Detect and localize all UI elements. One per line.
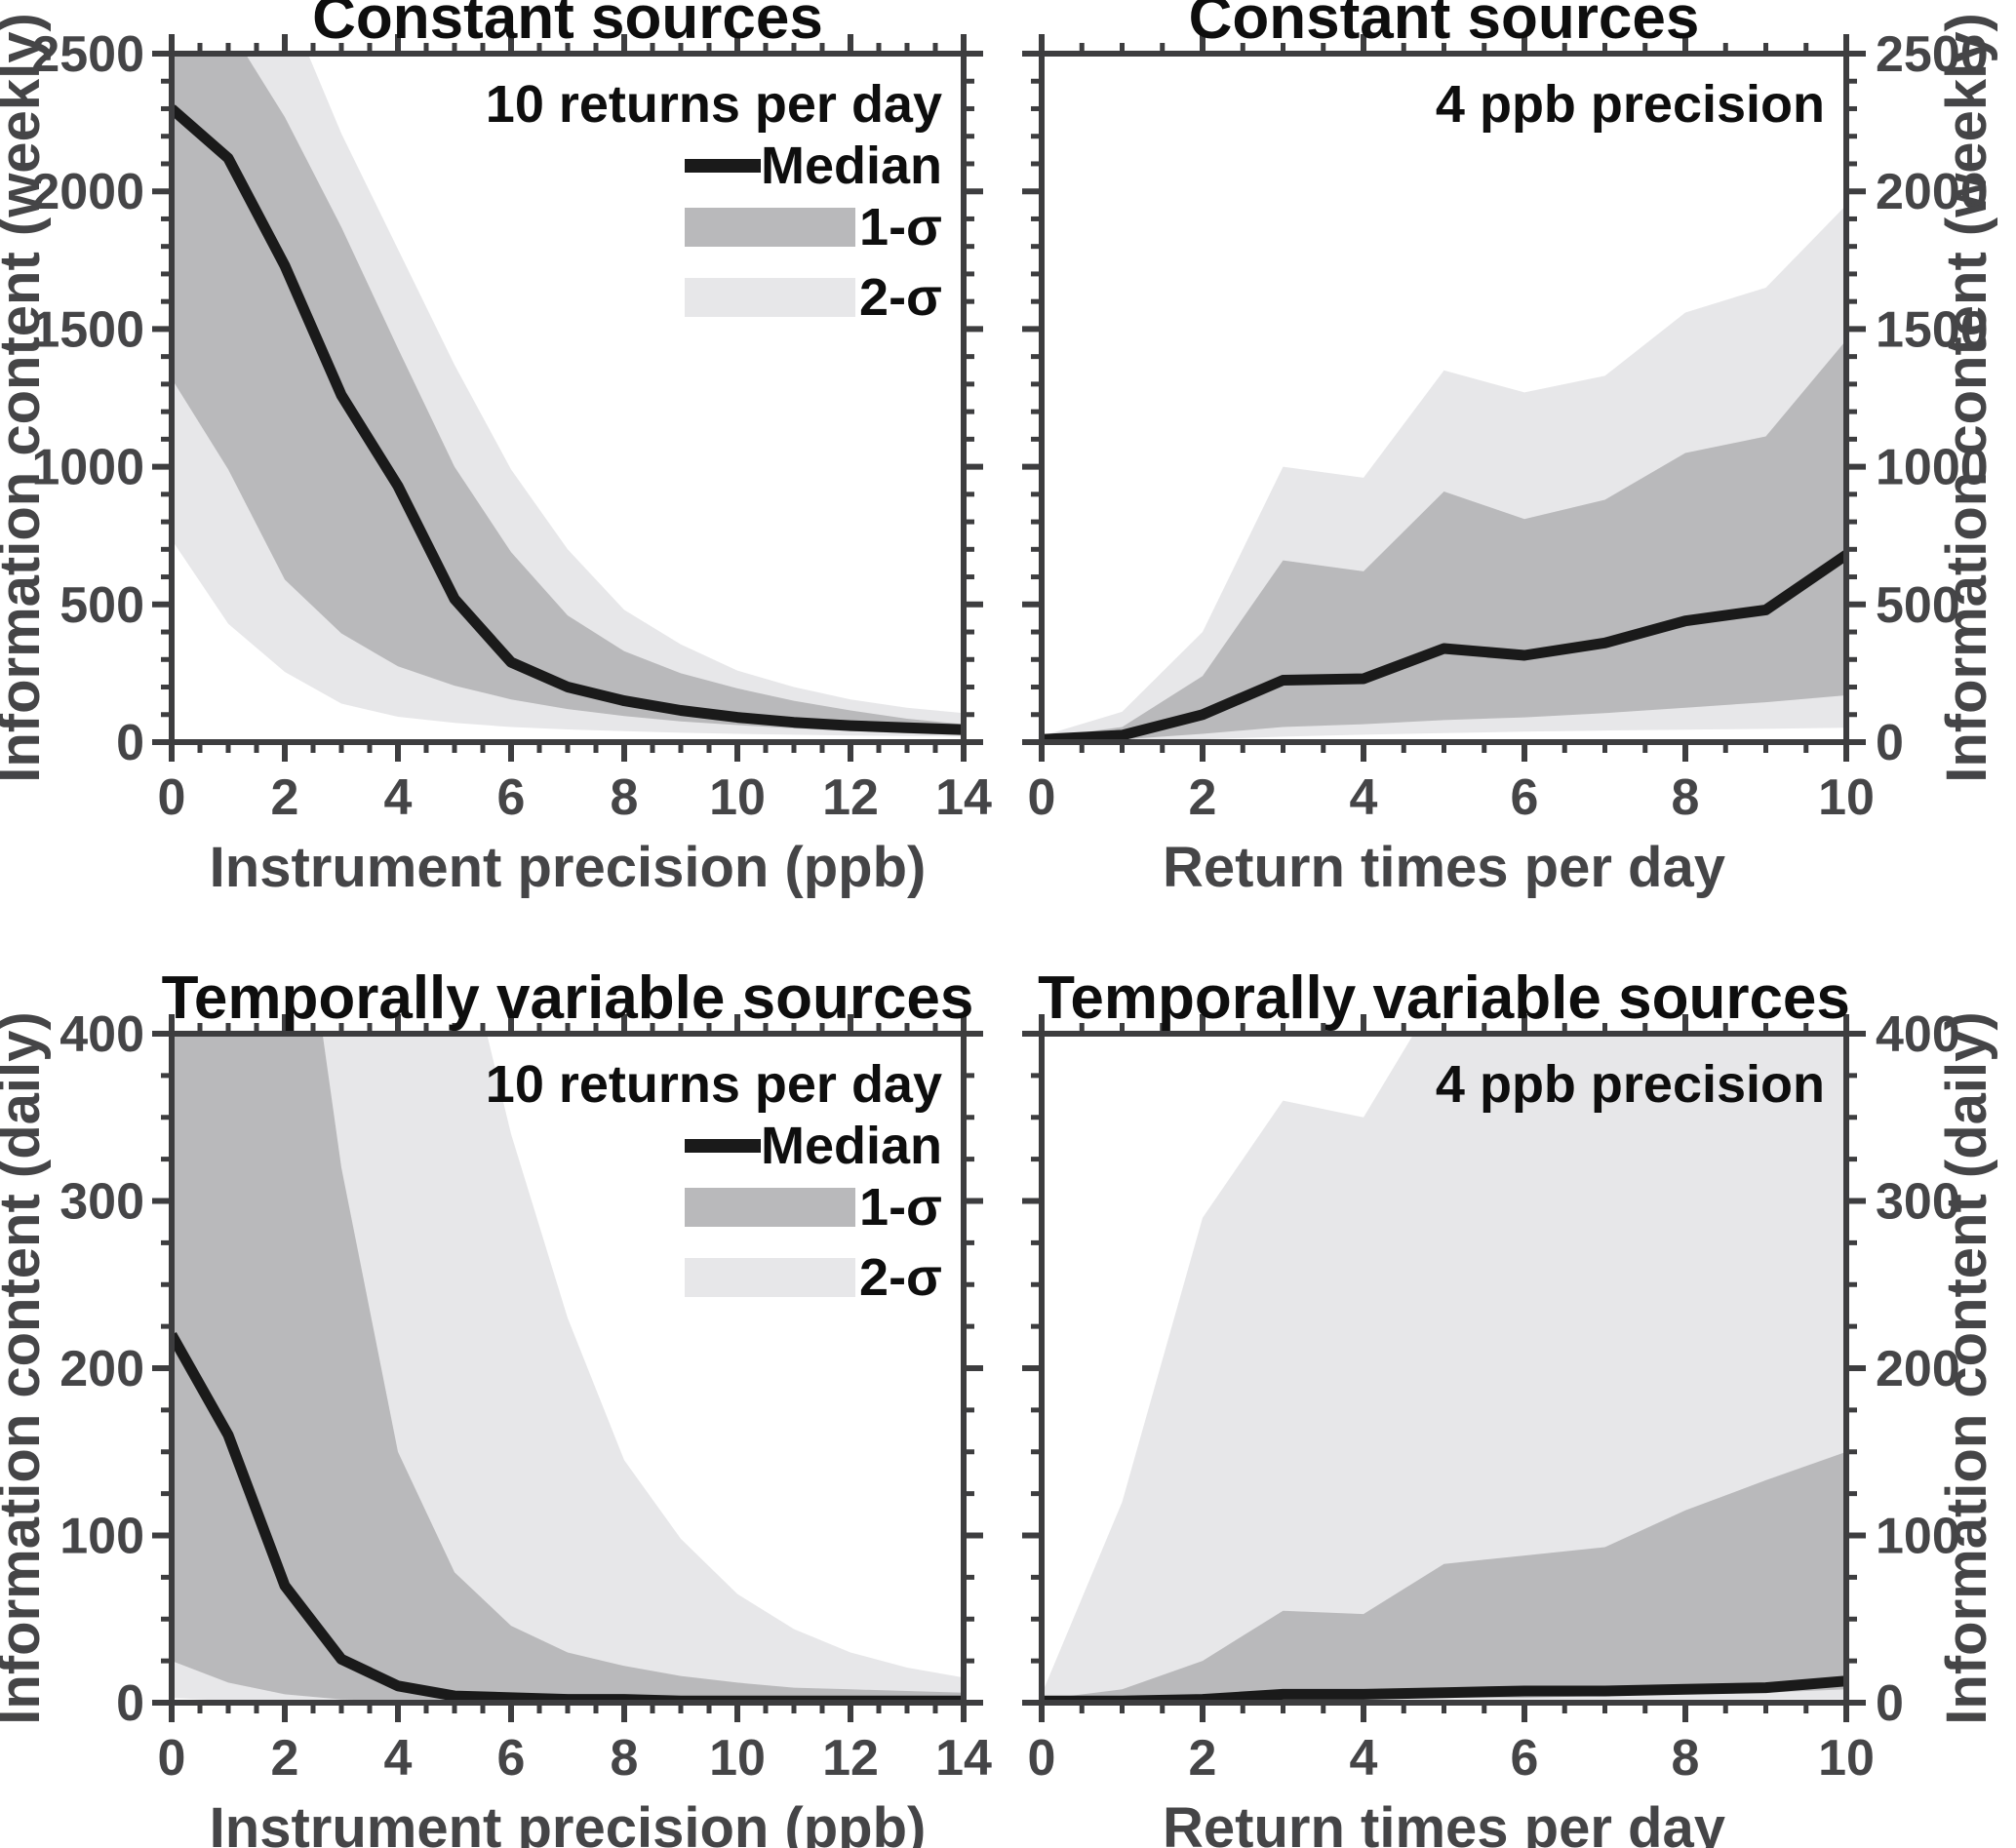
x-tick-label: 0 bbox=[1028, 1730, 1056, 1787]
y-tick-label: 400 bbox=[1876, 1006, 1960, 1063]
y-tick-label: 0 bbox=[116, 715, 144, 771]
y-tick-label: 100 bbox=[59, 1509, 144, 1565]
panel-top-left: 0 2 4 6 8 10 12 14 0 500 1000 1500 2000 2500 Constant … bbox=[0, 0, 992, 899]
x-tick-label: 6 bbox=[1511, 1730, 1539, 1787]
panel-title: Constant sources bbox=[312, 0, 823, 52]
legend-1-sigma-swatch bbox=[685, 208, 855, 247]
annotation-text: 4 ppb precision bbox=[1436, 1055, 1825, 1114]
y-tick-label: 1000 bbox=[31, 440, 144, 496]
legend-2-sigma-swatch bbox=[685, 278, 855, 317]
x-tick-label: 4 bbox=[384, 1730, 413, 1787]
x-tick-label: 8 bbox=[1672, 1730, 1700, 1787]
x-axis-label: Return times per day bbox=[1163, 1796, 1725, 1848]
legend-1-sigma-label: 1-σ bbox=[859, 198, 942, 256]
x-tick-label: 4 bbox=[1350, 1730, 1378, 1787]
y-tick-label: 500 bbox=[1876, 577, 1960, 634]
x-tick-label: 12 bbox=[822, 1730, 879, 1787]
x-axis-label: Instrument precision (ppb) bbox=[210, 836, 927, 899]
band-1-sigma bbox=[1042, 339, 1846, 742]
legend-2-sigma-label: 2-σ bbox=[859, 268, 942, 327]
annotation-text: 10 returns per day bbox=[486, 1055, 942, 1114]
x-tick-label: 10 bbox=[709, 1730, 766, 1787]
y-tick-label: 0 bbox=[1876, 1675, 1904, 1732]
median-line bbox=[172, 104, 964, 735]
y-tick-label: 0 bbox=[116, 1675, 144, 1732]
legend-1-sigma-label: 1-σ bbox=[859, 1178, 942, 1237]
x-tick-label: 6 bbox=[497, 1730, 526, 1787]
x-tick-label: 2 bbox=[1189, 1730, 1217, 1787]
y-tick-label: 500 bbox=[59, 577, 144, 634]
y-tick-label: 400 bbox=[59, 1006, 144, 1063]
legend-median-label: Median bbox=[761, 137, 942, 195]
x-tick-label: 0 bbox=[158, 769, 186, 826]
panel-title: Constant sources bbox=[1189, 0, 1700, 52]
legend-median-swatch bbox=[685, 159, 761, 173]
x-tick-label: 4 bbox=[384, 769, 413, 826]
axes-frame bbox=[1039, 51, 1849, 745]
x-axis-label: Return times per day bbox=[1163, 836, 1725, 899]
axes-frame bbox=[169, 51, 967, 745]
y-tick-label: 2000 bbox=[31, 164, 144, 220]
plot-area bbox=[1042, 205, 1846, 742]
x-tick-label: 0 bbox=[158, 1730, 186, 1787]
legend-median-label: Median bbox=[761, 1117, 942, 1175]
x-tick-label: 14 bbox=[935, 769, 992, 826]
x-tick-label: 8 bbox=[1672, 769, 1700, 826]
x-tick-label: 12 bbox=[822, 769, 879, 826]
y-axis-label: Information content (daily) bbox=[1935, 1011, 1998, 1724]
y-axis-label: Information content (weekly) bbox=[0, 13, 52, 783]
y-tick-label: 1500 bbox=[31, 301, 144, 358]
band-1-sigma bbox=[172, 54, 964, 735]
x-tick-label: 6 bbox=[1511, 769, 1539, 826]
y-tick-label: 300 bbox=[59, 1174, 144, 1231]
annotation-text: 4 ppb precision bbox=[1436, 75, 1825, 134]
y-tick-label: 0 bbox=[1876, 715, 1904, 771]
panel-title: Temporally variable sources bbox=[162, 964, 974, 1032]
x-tick-label: 8 bbox=[611, 1730, 639, 1787]
plot-area bbox=[1042, 1034, 1846, 1703]
y-tick-label: 1500 bbox=[1876, 301, 1989, 358]
y-tick-label: 300 bbox=[1876, 1174, 1960, 1231]
panel-bottom-left: 0 2 4 6 8 10 12 14 0 100 200 300 400 Temporally varia… bbox=[0, 964, 992, 1848]
x-tick-label: 10 bbox=[1818, 769, 1875, 826]
axes-frame bbox=[169, 1031, 967, 1706]
y-tick-label: 2500 bbox=[1876, 26, 1989, 83]
legend-median-swatch bbox=[685, 1139, 761, 1153]
x-tick-label: 2 bbox=[1189, 769, 1217, 826]
x-tick-label: 8 bbox=[611, 769, 639, 826]
x-tick-label: 6 bbox=[497, 769, 526, 826]
x-tick-label: 2 bbox=[271, 1730, 299, 1787]
x-tick-label: 2 bbox=[271, 769, 299, 826]
y-tick-label: 1000 bbox=[1876, 440, 1989, 496]
y-tick-label: 2500 bbox=[31, 26, 144, 83]
legend-2-sigma-swatch bbox=[685, 1258, 855, 1297]
median-line bbox=[1042, 550, 1846, 742]
band-1-sigma bbox=[172, 1034, 964, 1703]
y-tick-label: 2000 bbox=[1876, 164, 1989, 220]
legend-2-sigma-label: 2-σ bbox=[859, 1248, 942, 1307]
band-1-sigma bbox=[1042, 1451, 1846, 1703]
legend-1-sigma-swatch bbox=[685, 1188, 855, 1227]
axes-frame bbox=[1039, 1031, 1849, 1706]
annotation-text: 10 returns per day bbox=[486, 75, 942, 134]
y-axis-label: Information content (weekly) bbox=[1935, 13, 1998, 783]
y-tick-label: 200 bbox=[59, 1341, 144, 1397]
x-tick-label: 10 bbox=[709, 769, 766, 826]
x-tick-label: 14 bbox=[935, 1730, 992, 1787]
y-tick-label: 200 bbox=[1876, 1341, 1960, 1397]
plot-area bbox=[172, 54, 964, 737]
x-tick-label: 0 bbox=[1028, 769, 1056, 826]
x-tick-label: 4 bbox=[1350, 769, 1378, 826]
x-tick-label: 10 bbox=[1818, 1730, 1875, 1787]
y-tick-label: 100 bbox=[1876, 1509, 1960, 1565]
x-axis-label: Instrument precision (ppb) bbox=[210, 1796, 927, 1848]
panel-title: Temporally variable sources bbox=[1038, 964, 1850, 1032]
y-axis-label: Information content (daily) bbox=[0, 1011, 52, 1724]
